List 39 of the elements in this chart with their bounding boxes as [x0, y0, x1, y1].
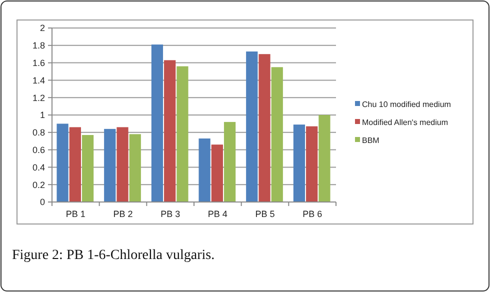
bar [56, 124, 68, 202]
bar [69, 127, 81, 202]
x-tick-label: PB 1 [66, 209, 86, 219]
y-tick-label: 1 [40, 110, 45, 120]
bar [306, 126, 318, 202]
bar [198, 138, 210, 202]
bar [258, 54, 270, 202]
bar [271, 67, 283, 202]
y-tick-label: 2 [40, 23, 45, 34]
legend-label: Chu 10 modified medium [362, 100, 452, 109]
y-tick-label: 0.4 [32, 162, 45, 172]
x-tick-label: PB 5 [255, 209, 275, 219]
y-tick-label: 1.8 [32, 40, 45, 51]
bar [82, 135, 94, 202]
bar [104, 128, 116, 202]
bar [129, 134, 141, 202]
x-tick-label: PB 6 [302, 209, 322, 219]
y-tick-label: 0 [40, 197, 45, 208]
y-tick-label: 0.8 [32, 128, 45, 138]
legend-label: Modified Allen's medium [362, 118, 448, 127]
bar [318, 115, 330, 202]
legend-label: BBM [362, 136, 380, 145]
x-tick-label: PB 2 [113, 209, 133, 219]
y-tick-label: 1.2 [32, 92, 45, 103]
bar [293, 124, 306, 202]
bar [164, 60, 176, 202]
y-tick-label: 0.6 [32, 144, 45, 155]
bar [176, 66, 188, 202]
x-tick-label: PB 3 [160, 209, 180, 219]
bar [211, 144, 223, 202]
y-tick-label: 0.2 [32, 180, 45, 190]
bar [151, 44, 164, 202]
x-tick-label: PB 4 [208, 209, 228, 219]
y-tick-label: 1.4 [32, 75, 45, 86]
bar [224, 122, 236, 202]
y-tick-label: 1.6 [32, 58, 45, 68]
bar [246, 51, 258, 202]
caption: Figure 2: PB 1-6-Chlorella vulgaris. [12, 248, 215, 263]
bar [116, 127, 128, 202]
